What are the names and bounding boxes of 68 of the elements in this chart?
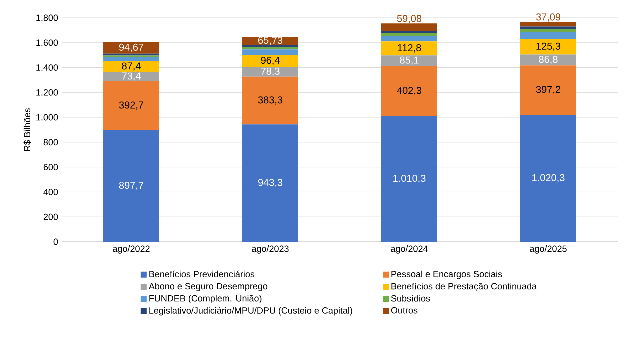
data-label: 383,3 xyxy=(258,96,283,105)
data-label: 96,4 xyxy=(261,57,280,66)
y-tick-label: 0 xyxy=(54,238,58,246)
data-label: 87,4 xyxy=(122,62,141,71)
bar xyxy=(520,29,576,32)
data-label: 65,73 xyxy=(258,36,283,46)
data-label: 94,67 xyxy=(119,44,144,52)
bar xyxy=(104,57,160,62)
legend-label: FUNDEB (Complem. União) xyxy=(150,295,262,304)
data-label: 37,09 xyxy=(536,14,561,22)
y-tick-label: 400 xyxy=(44,189,58,196)
y-tick-label: 600 xyxy=(44,164,58,171)
data-label: 392,7 xyxy=(119,102,144,110)
legend-label: Outros xyxy=(391,307,418,314)
data-label: 78,3 xyxy=(261,68,280,76)
x-tick-label: ago/2022 xyxy=(113,246,150,254)
data-label: 897,7 xyxy=(119,182,144,190)
data-label: 59,08 xyxy=(397,15,422,24)
y-tick-label: 800 xyxy=(44,139,58,146)
y-tick-label: 1.600 xyxy=(36,40,58,46)
data-label: 1.010,3 xyxy=(394,175,426,184)
data-label: 86,8 xyxy=(539,56,558,64)
legend-label: Legislativo/Judiciário/MPU/DPU (Custeio e Capital) xyxy=(150,307,352,316)
bar xyxy=(382,24,438,31)
data-label: 943,3 xyxy=(258,179,283,188)
bar xyxy=(382,42,438,56)
bar xyxy=(382,33,438,36)
bar xyxy=(242,124,299,242)
bar xyxy=(520,66,576,116)
bar xyxy=(520,22,576,27)
legend-label: Benefícios de Prestação Continuada xyxy=(392,282,538,292)
bar xyxy=(242,50,299,56)
bar xyxy=(242,76,299,125)
bar xyxy=(382,116,438,242)
data-label: 85,1 xyxy=(400,56,419,66)
data-label: 73,4 xyxy=(122,72,141,81)
data-label: 397,2 xyxy=(536,86,561,94)
bar xyxy=(382,56,438,66)
data-label: 125,3 xyxy=(536,42,561,52)
x-tick-label: ago/2024 xyxy=(391,246,428,254)
legend-label: Benefícios Previdenciários xyxy=(150,270,255,278)
bar xyxy=(242,67,299,77)
bar xyxy=(104,42,160,54)
bar xyxy=(242,55,299,68)
data-label: 402,3 xyxy=(397,87,422,96)
bar xyxy=(104,130,160,242)
bar xyxy=(382,36,438,42)
legend-label: Subsídios xyxy=(391,295,430,302)
bar xyxy=(104,72,160,82)
y-tick-label: 1.000 xyxy=(36,114,58,121)
y-tick-label: 200 xyxy=(44,214,58,220)
data-label: 112,8 xyxy=(398,44,422,53)
legend-label: Pessoal e Encargos Sociais xyxy=(392,270,502,280)
bar xyxy=(104,61,160,72)
bar xyxy=(520,39,576,55)
legend-label: Abono e Seguro Desemprego xyxy=(148,283,268,292)
y-tick-label: 1.200 xyxy=(36,89,58,96)
y-tick-label: 1.400 xyxy=(36,64,58,71)
bar xyxy=(520,32,576,40)
y-axis-title: R$ Bilhões xyxy=(24,108,32,152)
bar xyxy=(104,81,160,130)
x-tick-label: ago/2025 xyxy=(530,246,567,254)
x-tick-label: ago/2023 xyxy=(252,246,289,254)
data-label: 1.020,3 xyxy=(532,174,565,183)
bar xyxy=(242,47,299,50)
bar xyxy=(520,115,576,242)
bar xyxy=(382,66,438,116)
y-tick-label: 1.800 xyxy=(36,14,58,22)
